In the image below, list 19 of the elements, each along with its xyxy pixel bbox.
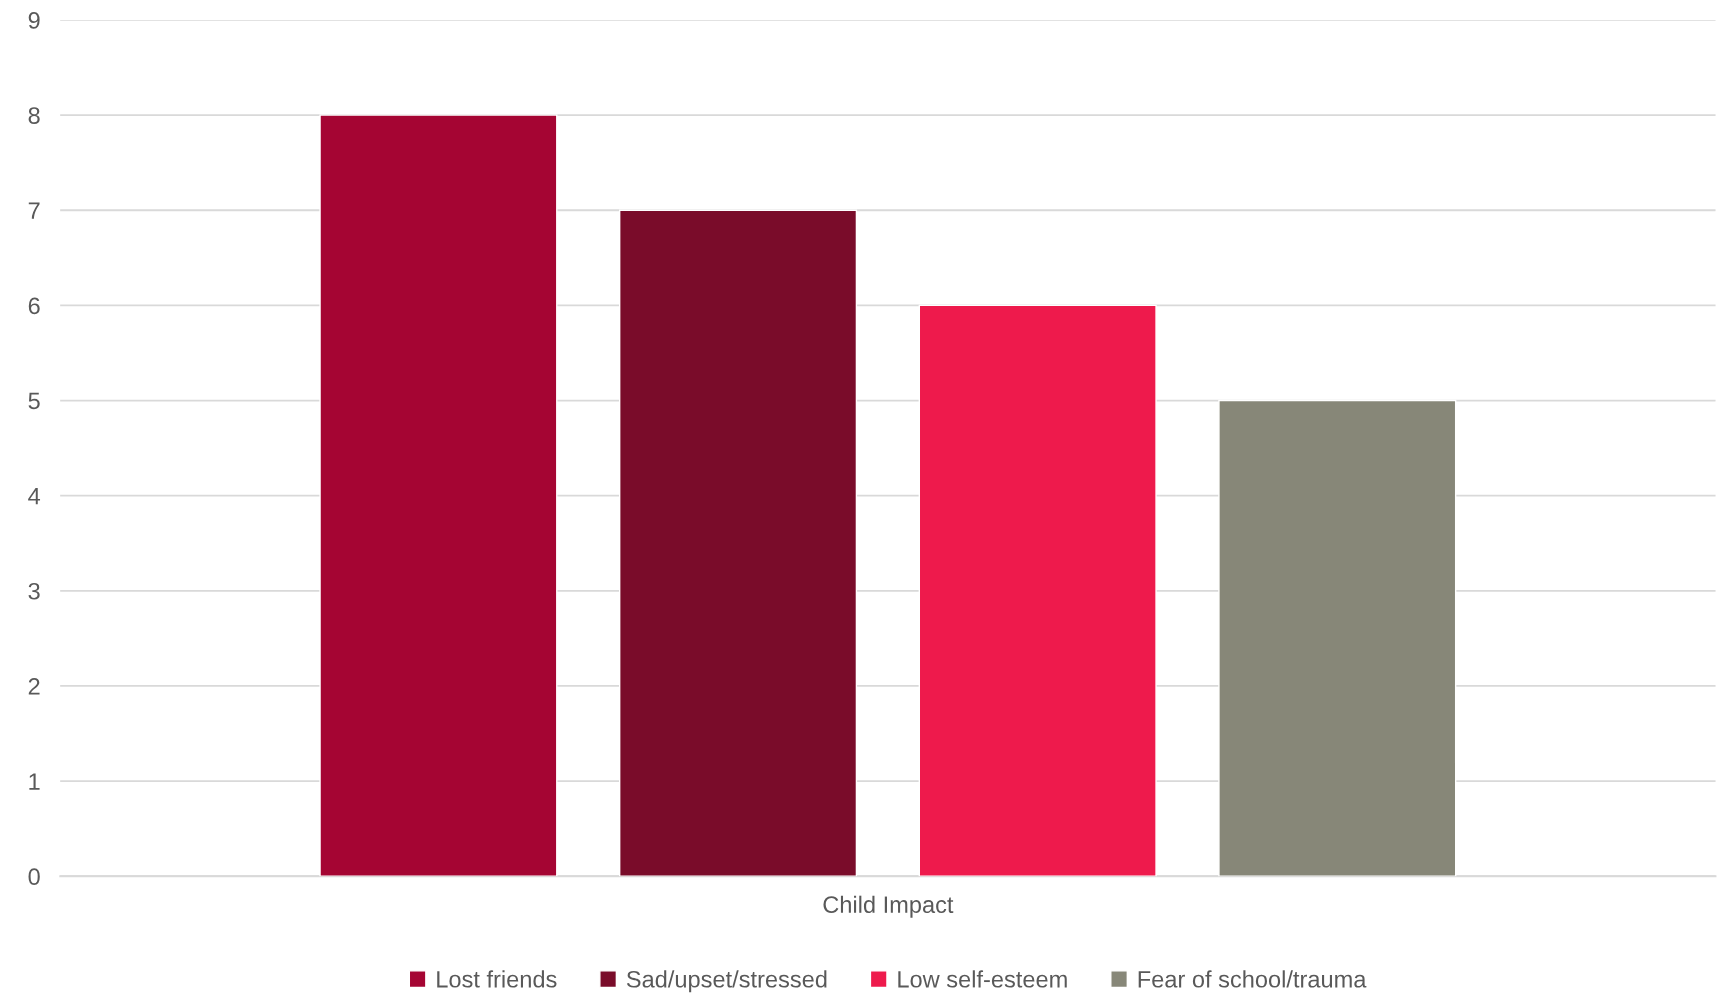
legend-label: Fear of school/trauma <box>1138 970 1367 988</box>
y-tick-label: 7 <box>28 202 40 219</box>
y-tick-label: 9 <box>28 12 40 29</box>
bar <box>918 304 1157 877</box>
y-tick-label: 3 <box>28 582 40 600</box>
legend-label: Low self-esteem <box>898 970 1067 988</box>
legend-label: Sad/upset/stressed <box>626 970 827 993</box>
bar <box>319 114 558 877</box>
y-tick-label: 8 <box>28 107 40 124</box>
x-tick-label: Child Impact <box>823 895 954 918</box>
y-tick-label: 5 <box>28 392 40 410</box>
legend-label: Lost friends <box>437 970 557 988</box>
y-tick-label: 6 <box>28 297 40 315</box>
y-tick-label: 2 <box>28 678 40 695</box>
bar <box>1218 399 1457 877</box>
bar <box>618 209 858 877</box>
y-tick-label: 4 <box>28 487 41 505</box>
y-tick-label: 1 <box>29 773 40 790</box>
y-tick-label: 0 <box>28 868 40 886</box>
